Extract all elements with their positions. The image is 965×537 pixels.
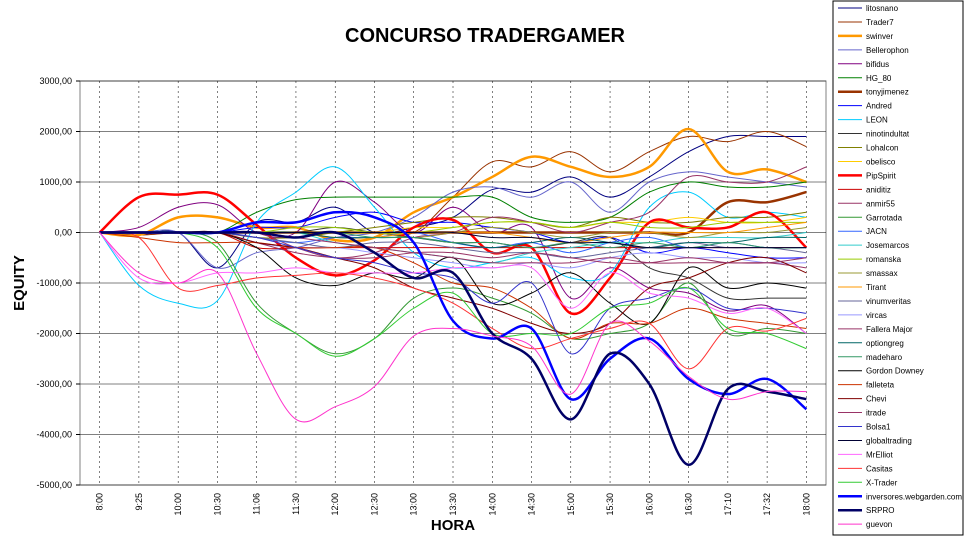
- y-tick-label: -1000,00: [36, 278, 72, 288]
- legend-label: globaltrading: [866, 436, 912, 445]
- series-line: [99, 230, 807, 467]
- legend-label: Andred: [866, 102, 892, 111]
- legend-label: Casitas: [866, 464, 893, 473]
- y-tick-label: 0,00: [54, 228, 72, 238]
- x-tick-label: 12:00: [330, 493, 340, 516]
- y-tick-label: -4000,00: [36, 430, 72, 440]
- legend-label: anmir55: [866, 199, 895, 208]
- x-tick-label: 17:10: [723, 493, 733, 516]
- series-line: [99, 231, 807, 370]
- x-tick-label: 16:00: [644, 493, 654, 516]
- x-tick-label: 10:30: [212, 493, 222, 516]
- x-tick-label: 14:00: [487, 493, 497, 516]
- legend-label: Gordon Downey: [866, 367, 924, 376]
- legend-label: guevon: [866, 520, 892, 529]
- chart-title: CONCURSO TRADERGAMER: [345, 25, 626, 47]
- legend-label: itrade: [866, 409, 887, 418]
- legend-label: LEON: [866, 116, 888, 125]
- x-tick-label: 9:25: [134, 493, 144, 511]
- legend-label: Garrotada: [866, 213, 903, 222]
- x-tick-label: 13:30: [448, 493, 458, 516]
- legend-label: Josemarcos: [866, 241, 909, 250]
- legend-label: Tirant: [866, 283, 887, 292]
- x-tick-label: 18:00: [801, 493, 811, 516]
- x-tick-label: 15:30: [605, 493, 615, 516]
- x-tick-label: 12:30: [369, 493, 379, 516]
- legend-label: Trader7: [866, 18, 894, 27]
- legend-label: ninotindultat: [866, 130, 910, 139]
- legend-label: Fallera Major: [866, 325, 913, 334]
- y-tick-label: -2000,00: [36, 329, 72, 339]
- series-line: [99, 230, 807, 357]
- legend-label: Bellerophon: [866, 46, 909, 55]
- y-tick-label: 2000,00: [39, 127, 72, 137]
- series-line: [99, 180, 807, 334]
- legend-label: vircas: [866, 311, 887, 320]
- x-tick-label: 11:30: [291, 493, 301, 515]
- x-axis-label: HORA: [431, 517, 475, 534]
- legend-label: Lohalcon: [866, 144, 898, 153]
- legend-label: smassax: [866, 269, 898, 278]
- legend-box: [832, 0, 964, 536]
- legend-label: PipSpirit: [866, 171, 897, 180]
- legend-label: JACN: [866, 227, 887, 236]
- series-line: [99, 232, 807, 423]
- legend-label: HG_80: [866, 74, 892, 83]
- x-tick-label: 16:30: [684, 493, 694, 516]
- y-tick-label: -5000,00: [36, 480, 72, 490]
- x-tick-label: 8:00: [95, 493, 105, 511]
- x-tick-label: 11:06: [252, 493, 262, 515]
- legend-label: SRPRO: [866, 506, 894, 515]
- legend-label: falleteta: [866, 381, 895, 390]
- x-tick-label: 17:32: [762, 493, 772, 516]
- legend-label: madeharo: [866, 353, 903, 362]
- x-tick-label: 13:00: [409, 493, 419, 516]
- legend-label: litosnano: [866, 4, 899, 13]
- series-line: [99, 232, 807, 340]
- y-tick-label: 1000,00: [39, 177, 72, 187]
- x-tick-label: 10:00: [173, 493, 183, 516]
- legend-label: vinumveritas: [866, 297, 911, 306]
- legend-label: Chevi: [866, 395, 887, 404]
- x-tick-label: 14:30: [527, 493, 537, 516]
- series-line: [99, 171, 807, 269]
- y-tick-label: -3000,00: [36, 379, 72, 389]
- legend-label: romanska: [866, 255, 902, 264]
- legend-label: obelisco: [866, 157, 896, 166]
- x-tick-label: 15:00: [566, 493, 576, 516]
- legend-label: swinver: [866, 32, 893, 41]
- legend-label: inversores.webgarden.com: [866, 492, 962, 501]
- y-axis-label: EQUITY: [11, 255, 28, 311]
- legend-label: optiongreg: [866, 339, 904, 348]
- legend-label: aniditiz: [866, 185, 891, 194]
- y-tick-label: 3000,00: [39, 76, 72, 86]
- legend-label: MrElliot: [866, 450, 893, 459]
- legend-label: bifidus: [866, 60, 889, 69]
- legend-label: Bolsa1: [866, 423, 891, 432]
- legend-label: X-Trader: [866, 478, 898, 487]
- legend-label: tonyjimenez: [866, 88, 909, 97]
